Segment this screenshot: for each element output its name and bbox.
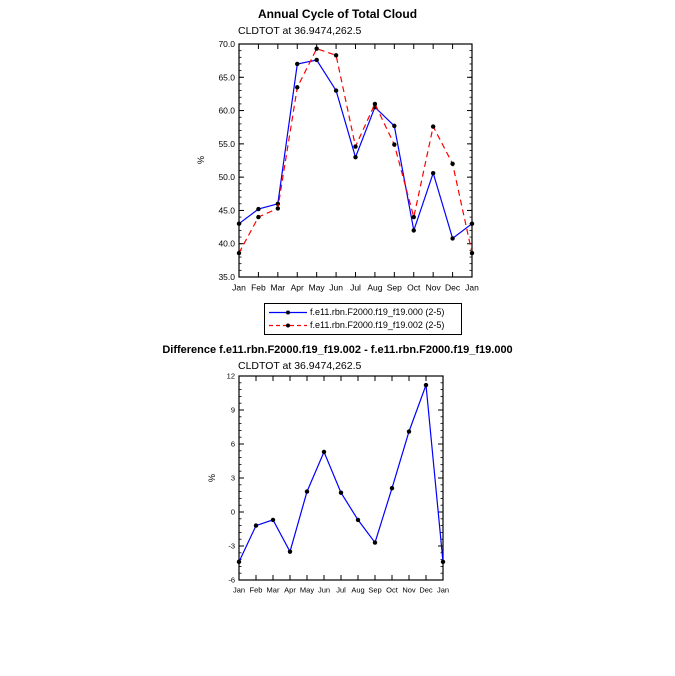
chart1-subtitle: CLDTOT at 36.9474,262.5 — [238, 25, 362, 37]
chart1-xtick-label: Nov — [426, 283, 442, 293]
chart1-xtick-label: Oct — [407, 283, 421, 293]
chart1-series-2-point — [353, 144, 358, 149]
chart1-xtick-label: Jun — [329, 283, 343, 293]
chart1-ytick-label: 55.0 — [218, 139, 235, 149]
chart1-legend: f.e11.rbn.F2000.f19_f19.000 (2-5) f.e11.… — [264, 303, 462, 335]
chart1-series-line-2 — [238, 47, 473, 254]
chart1-xtick-label: Jul — [350, 283, 361, 293]
chart1-title: Annual Cycle of Total Cloud — [257, 7, 418, 21]
chart1-series-2-point — [411, 214, 416, 220]
chart1-series-1-point — [411, 228, 416, 233]
chart1-series-2-point — [450, 161, 455, 167]
chart1-series-line-1 — [238, 59, 473, 240]
chart1-series-1-point — [295, 61, 300, 67]
legend-swatch-series-2 — [269, 323, 307, 328]
legend-label-series-2: f.e11.rbn.F2000.f19_f19.002 (2-5) — [310, 320, 445, 330]
chart1-series-1-point — [392, 123, 397, 129]
chart1-series-2-point — [314, 46, 319, 51]
chart1-ytick-label: 45.0 — [218, 205, 235, 215]
chart1-series-1-point — [450, 236, 455, 241]
chart1-xtick-label: Dec — [445, 283, 461, 293]
chart1-xtick-label: Mar — [271, 283, 286, 293]
chart1-series-2-point — [295, 85, 300, 90]
chart1-series-2-point — [275, 206, 281, 211]
chart1-series-2-point — [430, 124, 436, 129]
chart1-xtick-label: Jan — [232, 283, 246, 293]
chart2-title: Difference f.e11.rbn.F2000.f19_f19.002 -… — [162, 344, 513, 356]
chart1-series-2-point — [372, 101, 378, 107]
legend-swatch-series-1 — [269, 310, 307, 315]
chart1-series-2-point — [469, 250, 475, 256]
chart1-series-2-point — [236, 250, 242, 256]
chart1-series-1-point — [256, 206, 261, 212]
chart1-series-1-point — [314, 57, 319, 63]
chart1-xtick-label: Aug — [367, 283, 382, 293]
chart1-ytick-label: 35.0 — [218, 272, 235, 282]
chart1-xtick-label: Feb — [251, 283, 266, 293]
chart1-series-1-point — [236, 221, 242, 226]
chart1-xtick-label: May — [309, 283, 326, 293]
chart1-ytick-label: 40.0 — [218, 239, 235, 249]
legend-label-series-1: f.e11.rbn.F2000.f19_f19.000 (2-5) — [310, 307, 445, 317]
chart1-xtick-label: Sep — [387, 283, 402, 293]
chart1-frame — [238, 43, 473, 278]
chart1-series-1-point — [430, 170, 436, 176]
chart1-ytick-label: 65.0 — [218, 72, 235, 82]
chart1-series-1-point — [469, 221, 475, 226]
chart1-series-2-point — [333, 53, 339, 58]
chart1-ytick-label: 70.0 — [218, 39, 235, 49]
chart1-ytick-label: 60.0 — [218, 106, 235, 116]
chart1-series-2-point — [392, 142, 397, 147]
chart1-series-1-point — [333, 88, 339, 93]
chart1-xtick-label: Apr — [291, 283, 304, 293]
chart1-series-2-point — [256, 214, 261, 220]
chart2-subtitle: CLDTOT at 36.9474,262.5 — [238, 360, 362, 372]
chart1-ytick-label: 50.0 — [218, 172, 235, 182]
chart1-xtick-label: Jan — [465, 283, 479, 293]
chart1-series-1-point — [353, 154, 358, 160]
